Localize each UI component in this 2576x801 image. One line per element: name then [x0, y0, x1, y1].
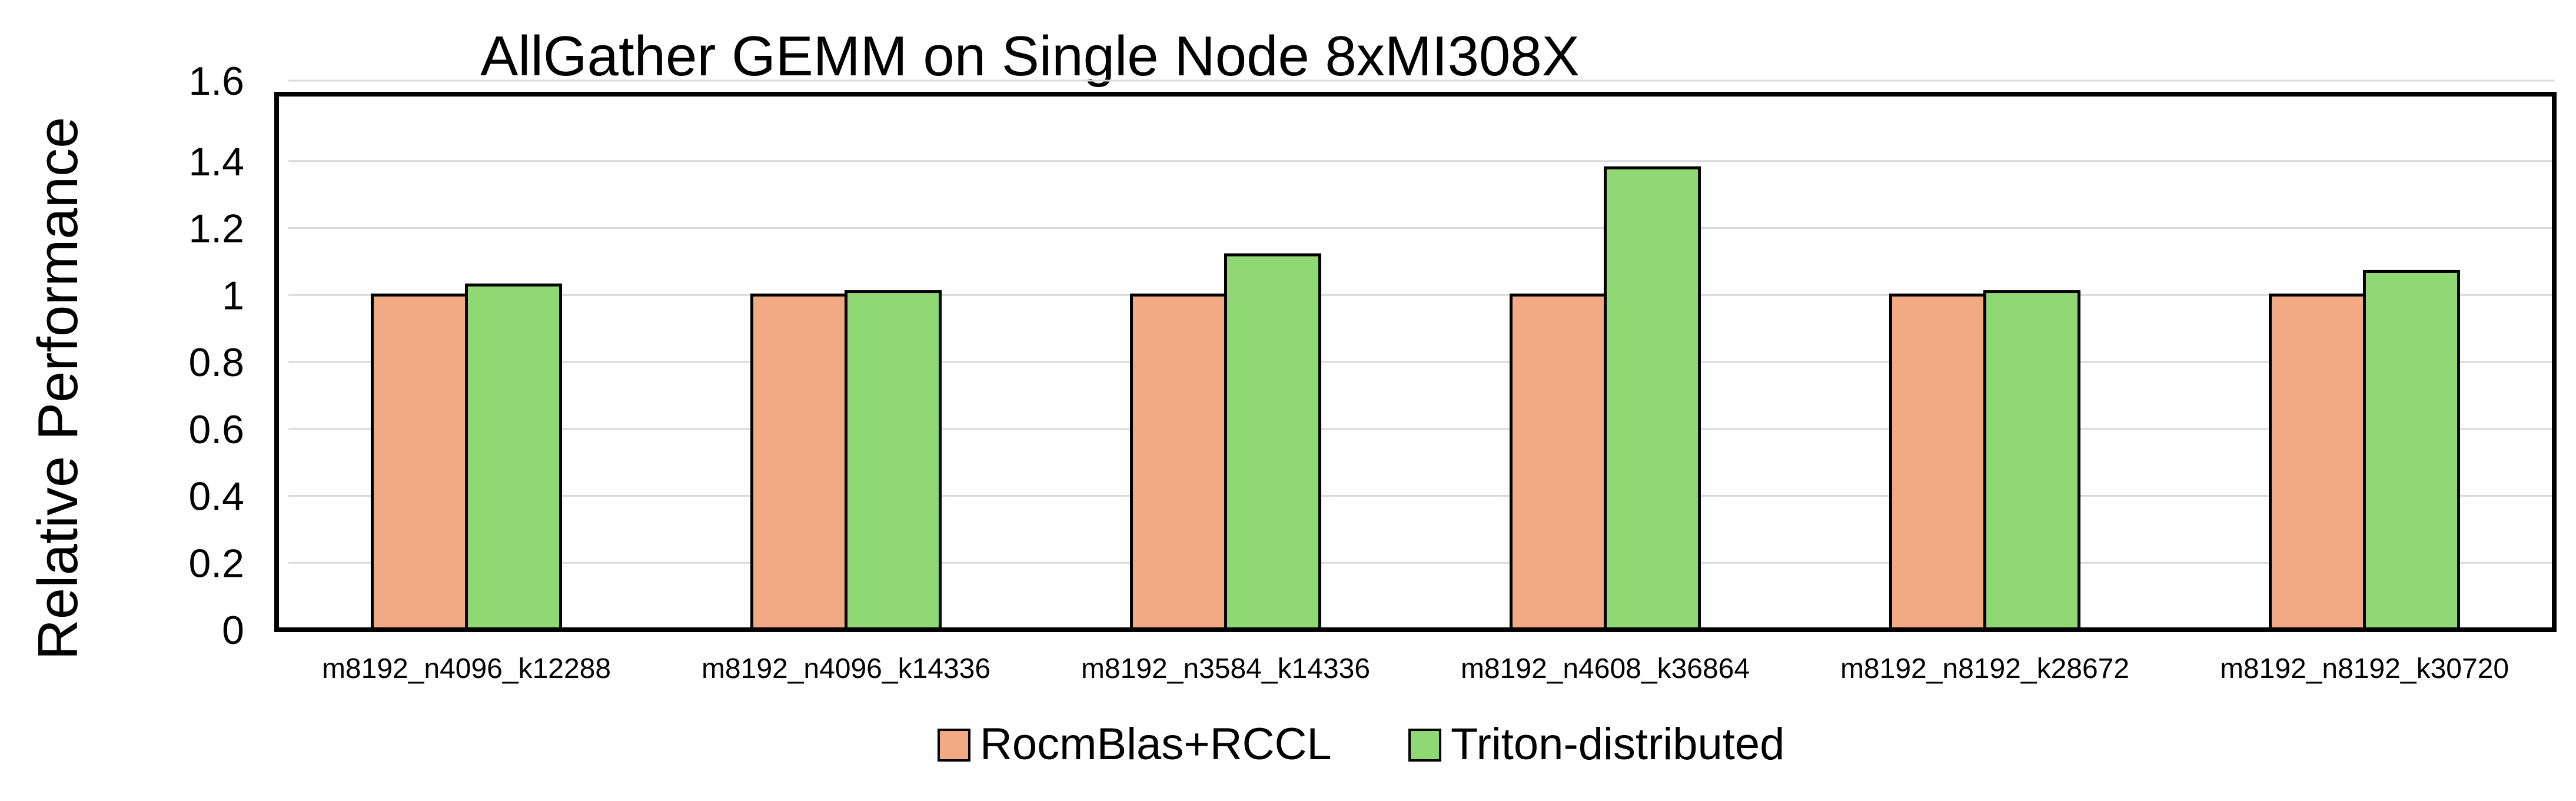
legend-label: RocmBlas+RCCL — [980, 719, 1332, 769]
bar-triton-distributed — [2363, 270, 2460, 632]
bar-triton-distributed — [1983, 290, 2080, 632]
y-tick-label: 1.6 — [188, 59, 244, 104]
y-tick-labels: 0 0.2 0.4 0.6 0.8 1 1.2 1.4 1.6 — [188, 59, 244, 653]
x-tick-label: m8192_n4608_k36864 — [1461, 653, 1750, 684]
x-tick-label: m8192_n4096_k14336 — [702, 653, 990, 684]
bar-rocmblas-rccl — [371, 293, 468, 632]
gridlines — [288, 79, 2554, 564]
bar-triton-distributed — [465, 283, 562, 632]
bar-rocmblas-rccl — [1889, 293, 1986, 632]
bar-rocmblas-rccl — [2269, 293, 2366, 632]
bar-triton-distributed — [845, 290, 942, 632]
y-tick-label: 0 — [222, 608, 244, 653]
x-tick-label: m8192_n8192_k28672 — [1840, 653, 2129, 684]
bar-rocmblas-rccl — [750, 293, 847, 632]
y-tick-label: 1 — [222, 273, 244, 318]
y-axis-label: Relative Performance — [26, 117, 89, 660]
x-tick-label: m8192_n3584_k14336 — [1081, 653, 1370, 684]
bar-rocmblas-rccl — [1510, 293, 1607, 632]
legend-label: Triton-distributed — [1451, 719, 1784, 769]
y-tick-label: 1.4 — [188, 139, 244, 184]
bar-triton-distributed — [1224, 253, 1321, 632]
x-tick-labels: m8192_n4096_k12288 m8192_n4096_k14336 m819… — [322, 653, 2509, 684]
bar-rocmblas-rccl — [1130, 293, 1227, 632]
plot-area-frame — [274, 92, 2557, 632]
legend-swatch — [938, 729, 970, 762]
y-tick-label: 0.4 — [188, 474, 244, 519]
y-tick-label: 1.2 — [188, 207, 244, 251]
x-tick-label: m8192_n4096_k12288 — [322, 653, 611, 684]
y-tick-label: 0.2 — [188, 541, 244, 586]
legend: RocmBlas+RCCL Triton-distributed — [938, 719, 1784, 769]
y-tick-label: 0.8 — [188, 340, 244, 385]
bars — [371, 166, 2460, 632]
legend-swatch — [1408, 729, 1441, 762]
y-tick-label: 0.6 — [188, 407, 244, 452]
bar-triton-distributed — [1604, 166, 1701, 632]
x-tick-label: m8192_n8192_k30720 — [2220, 653, 2509, 684]
chart-title: AllGather GEMM on Single Node 8xMI308X — [480, 25, 1580, 88]
